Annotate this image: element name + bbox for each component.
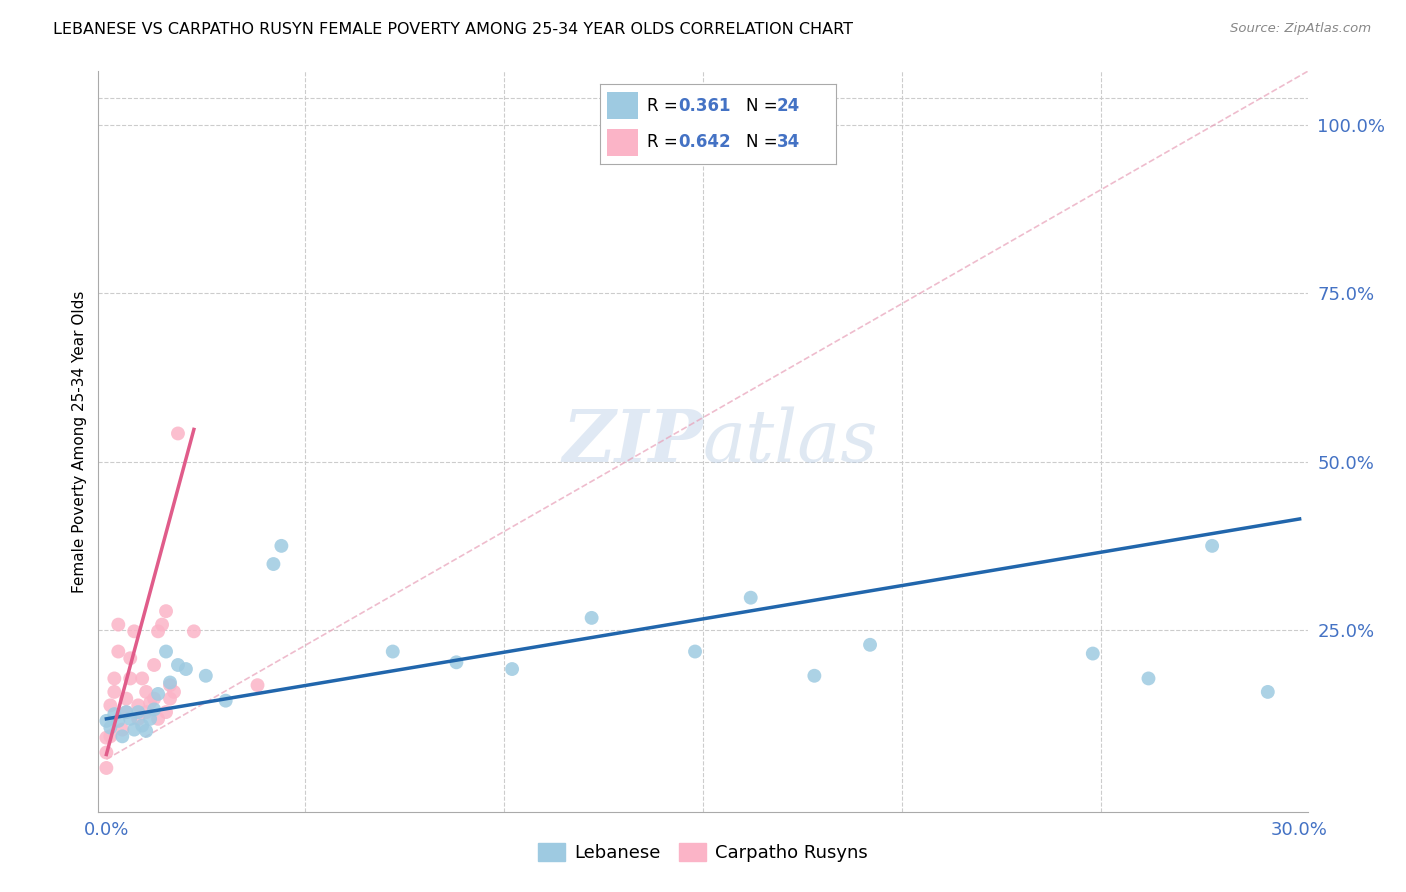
Point: [96, 761, 118, 775]
Text: LEBANESE VS CARPATHO RUSYN FEMALE POVERTY AMONG 25-34 YEAR OLDS CORRELATION CHAR: LEBANESE VS CARPATHO RUSYN FEMALE POVERT…: [53, 22, 853, 37]
Point: [127, 705, 149, 719]
Point: [683, 644, 706, 658]
Point: [122, 624, 145, 639]
Point: [139, 712, 162, 726]
Point: [501, 662, 523, 676]
Text: atlas: atlas: [703, 406, 879, 477]
Point: [103, 672, 125, 686]
Point: [131, 672, 153, 686]
Point: [381, 644, 404, 658]
Point: [98, 721, 121, 735]
Point: [155, 705, 177, 719]
Text: ZIP: ZIP: [562, 406, 703, 477]
Point: [803, 669, 825, 683]
Point: [620, 136, 643, 151]
Point: [215, 694, 238, 708]
Point: [146, 624, 169, 639]
Point: [246, 678, 269, 692]
Point: [107, 617, 129, 632]
Point: [159, 675, 181, 690]
Point: [167, 658, 190, 673]
Point: [167, 426, 190, 441]
Point: [111, 729, 134, 743]
Point: [143, 702, 166, 716]
Point: [143, 658, 166, 673]
Point: [146, 687, 169, 701]
Point: [1201, 539, 1223, 553]
Point: [1137, 672, 1160, 686]
Legend: Lebanese, Carpatho Rusyns: Lebanese, Carpatho Rusyns: [531, 836, 875, 870]
Point: [194, 669, 217, 683]
Text: Source: ZipAtlas.com: Source: ZipAtlas.com: [1230, 22, 1371, 36]
Point: [135, 723, 157, 738]
Point: [146, 712, 169, 726]
Point: [96, 746, 118, 760]
Point: [163, 685, 186, 699]
Point: [174, 662, 197, 676]
Point: [150, 617, 173, 632]
Point: [127, 698, 149, 713]
Point: [120, 712, 142, 726]
Point: [155, 604, 177, 618]
Point: [159, 678, 181, 692]
Point: [183, 624, 205, 639]
Point: [127, 712, 149, 726]
Point: [107, 714, 129, 728]
Point: [96, 731, 118, 745]
Point: [120, 651, 142, 665]
Point: [103, 707, 125, 722]
Point: [111, 723, 134, 737]
Point: [155, 644, 177, 658]
Point: [740, 591, 762, 605]
Point: [859, 638, 882, 652]
Point: [120, 672, 142, 686]
Point: [159, 691, 181, 706]
Point: [135, 705, 157, 719]
Point: [446, 655, 468, 669]
Y-axis label: Female Poverty Among 25-34 Year Olds: Female Poverty Among 25-34 Year Olds: [72, 291, 87, 592]
Point: [1257, 685, 1279, 699]
Point: [98, 698, 121, 713]
Point: [131, 718, 153, 732]
Point: [135, 685, 157, 699]
Point: [107, 644, 129, 658]
Point: [115, 691, 138, 706]
Point: [115, 705, 138, 719]
Point: [581, 611, 603, 625]
Point: [139, 696, 162, 710]
Point: [143, 691, 166, 706]
Point: [1081, 647, 1104, 661]
Point: [262, 557, 284, 571]
Point: [98, 729, 121, 743]
Point: [103, 685, 125, 699]
Point: [96, 714, 118, 728]
Point: [122, 723, 145, 737]
Point: [115, 705, 138, 719]
Point: [270, 539, 292, 553]
